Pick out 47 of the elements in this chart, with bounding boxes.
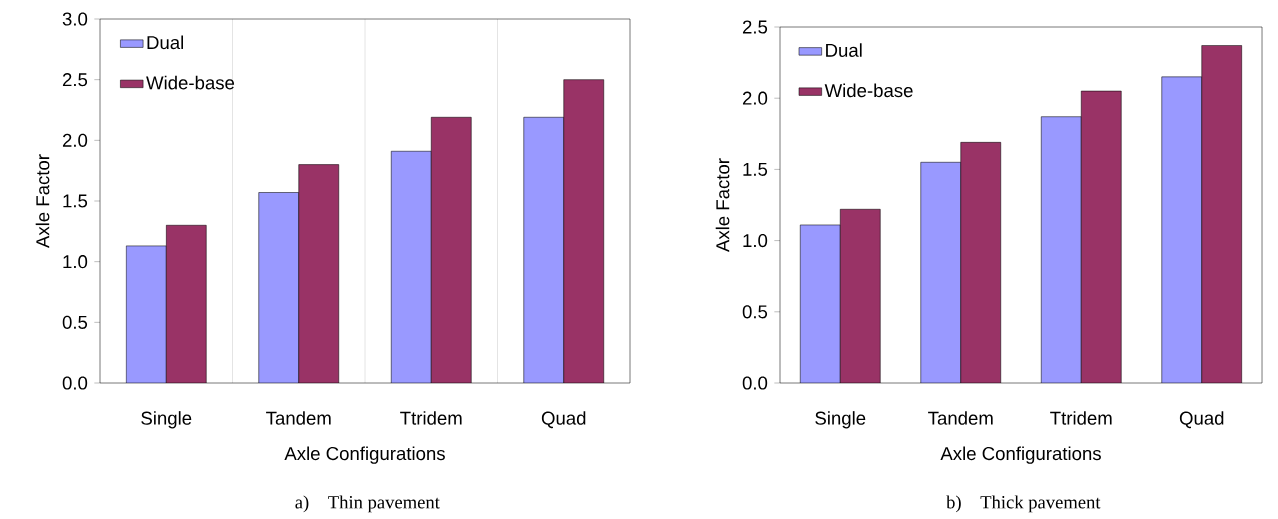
x-axis-title: Axle Configurations — [940, 446, 1101, 464]
bar — [258, 192, 300, 383]
x-tick-label: Ttridem — [400, 411, 462, 425]
y-tick-label: 0.0 — [742, 376, 768, 390]
x-tick-label: Quad — [541, 411, 586, 429]
bar — [563, 79, 605, 383]
x-axis-title: Axle Configurations — [284, 446, 445, 464]
bar — [1040, 116, 1082, 383]
x-tick-label: Quad — [1179, 411, 1224, 429]
x-tick-label: Tandem — [928, 411, 993, 425]
bar — [839, 209, 881, 383]
bar — [1080, 90, 1122, 383]
x-tick-label: Single — [815, 411, 866, 429]
legend-label: Wide-base — [146, 75, 235, 90]
y-tick-label: 2.5 — [62, 73, 88, 87]
x-tick-label: Single — [141, 411, 192, 429]
bar — [960, 142, 1002, 383]
y-tick-label: 1.0 — [63, 255, 88, 269]
y-tick-label: 2.5 — [742, 20, 768, 34]
legend-label: Dual — [147, 35, 184, 50]
text: b) Thick pavement — [946, 495, 1101, 513]
y-tick-label: 0.5 — [742, 305, 768, 319]
y-axis-title: Axle Factor — [35, 154, 50, 248]
y-tick-label: 3.0 — [62, 12, 88, 26]
bar — [165, 225, 207, 383]
bar — [125, 245, 167, 383]
bar — [430, 117, 472, 383]
y-tick-label: 1.5 — [743, 162, 768, 176]
x-tick-label: Ttridem — [1050, 411, 1112, 425]
x-tick-label: Tandem — [266, 411, 331, 425]
y-axis-title: Axle Factor — [715, 158, 730, 252]
y-tick-label: 2.0 — [62, 133, 88, 147]
legend-label: Dual — [826, 43, 862, 57]
bar — [799, 224, 841, 383]
y-tick-label: 2.0 — [742, 91, 768, 105]
text: a) Thin pavement — [295, 495, 440, 513]
bar — [1201, 45, 1243, 383]
y-tick-label: 1.5 — [63, 194, 88, 208]
bar — [920, 162, 962, 383]
y-tick-label: 1.0 — [743, 234, 768, 248]
bar — [1161, 76, 1203, 383]
y-tick-label: 0.5 — [62, 315, 88, 329]
bar — [523, 117, 565, 383]
bar — [298, 164, 340, 383]
legend-label: Wide-base — [824, 83, 913, 98]
bar — [390, 150, 432, 383]
y-tick-label: 0.0 — [62, 376, 88, 390]
